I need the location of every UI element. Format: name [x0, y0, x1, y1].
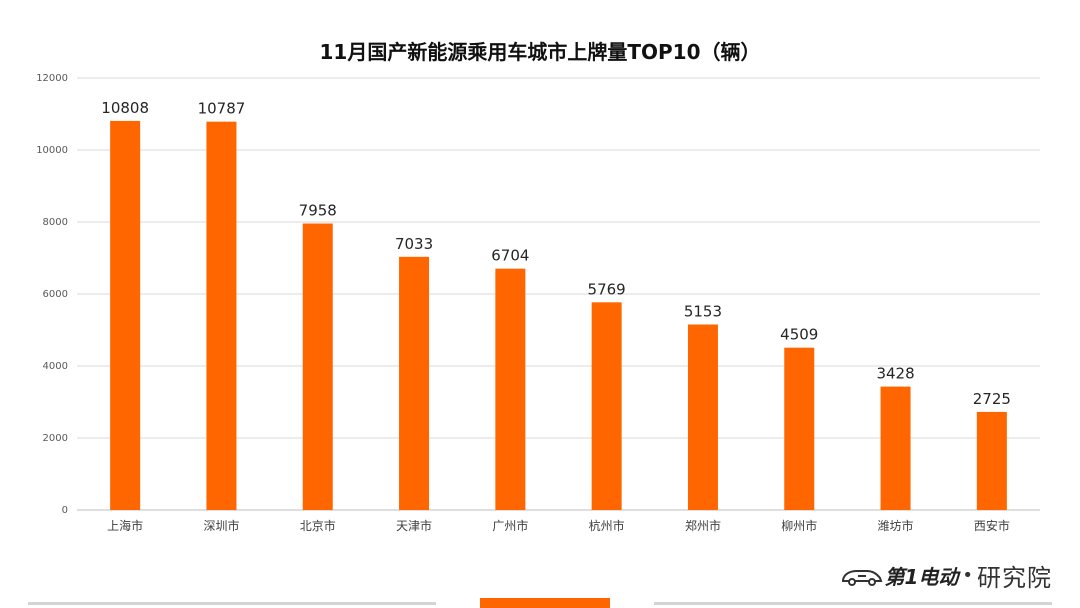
x-category-label: 北京市 [300, 518, 336, 533]
data-label: 3428 [876, 365, 914, 383]
brand-suffix: 研究院 [977, 564, 1052, 592]
brand-name: 第1电动 [884, 565, 959, 589]
brand-separator: • [962, 565, 973, 586]
y-tick-label: 2000 [43, 433, 68, 444]
bar [687, 324, 718, 510]
x-category-label: 郑州市 [685, 518, 721, 533]
data-label: 10808 [101, 99, 149, 117]
x-category-label: 杭州市 [589, 518, 625, 533]
grid-lines [77, 77, 1040, 511]
data-label: 5153 [684, 302, 722, 320]
data-label: 6704 [491, 247, 529, 265]
footer-line-right [654, 602, 1052, 605]
bar [495, 268, 526, 510]
bar [591, 302, 622, 510]
bar [302, 223, 333, 510]
chart-title: 11月国产新能源乘用车城市上牌量TOP10（辆） [319, 40, 761, 64]
x-category-label: 上海市 [107, 518, 143, 533]
bar [399, 256, 430, 510]
bar [784, 347, 815, 510]
data-label: 5769 [588, 280, 626, 298]
bar [206, 121, 237, 510]
bar [880, 386, 911, 510]
brand-logo: 第1电动 • 研究院 [840, 558, 1052, 593]
y-tick-label: 10000 [36, 145, 68, 156]
bars [110, 120, 1007, 511]
x-category-label: 广州市 [492, 518, 528, 533]
y-tick-label: 12000 [36, 73, 68, 84]
x-category-label: 深圳市 [203, 518, 239, 533]
y-axis-ticks: 0 2000 4000 6000 8000 10000 12000 [36, 73, 68, 516]
x-category-label: 潍坊市 [878, 518, 914, 533]
data-label: 7033 [395, 235, 433, 253]
bar [976, 411, 1007, 510]
x-category-label: 柳州市 [781, 518, 817, 533]
car-icon [842, 569, 883, 586]
bar [110, 120, 141, 511]
x-axis-categories: 上海市 深圳市 北京市 天津市 广州市 杭州市 郑州市 柳州市 潍坊市 西安市 [107, 518, 1010, 533]
footer-bar [0, 598, 1080, 608]
data-label: 10787 [198, 100, 246, 118]
y-tick-label: 8000 [43, 217, 68, 228]
data-label: 7958 [299, 202, 337, 220]
footer-line-left [28, 602, 436, 605]
x-category-label: 西安市 [974, 518, 1010, 533]
data-label: 4509 [780, 326, 818, 344]
y-tick-label: 4000 [43, 361, 68, 372]
data-labels: 10808 10787 7958 7033 6704 5769 5153 4509 3428 27… [101, 99, 1011, 408]
footer-accent-block [480, 598, 610, 608]
y-tick-label: 6000 [43, 289, 68, 300]
x-category-label: 天津市 [396, 518, 432, 533]
y-tick-label: 0 [62, 505, 68, 516]
data-label: 2725 [973, 390, 1011, 408]
